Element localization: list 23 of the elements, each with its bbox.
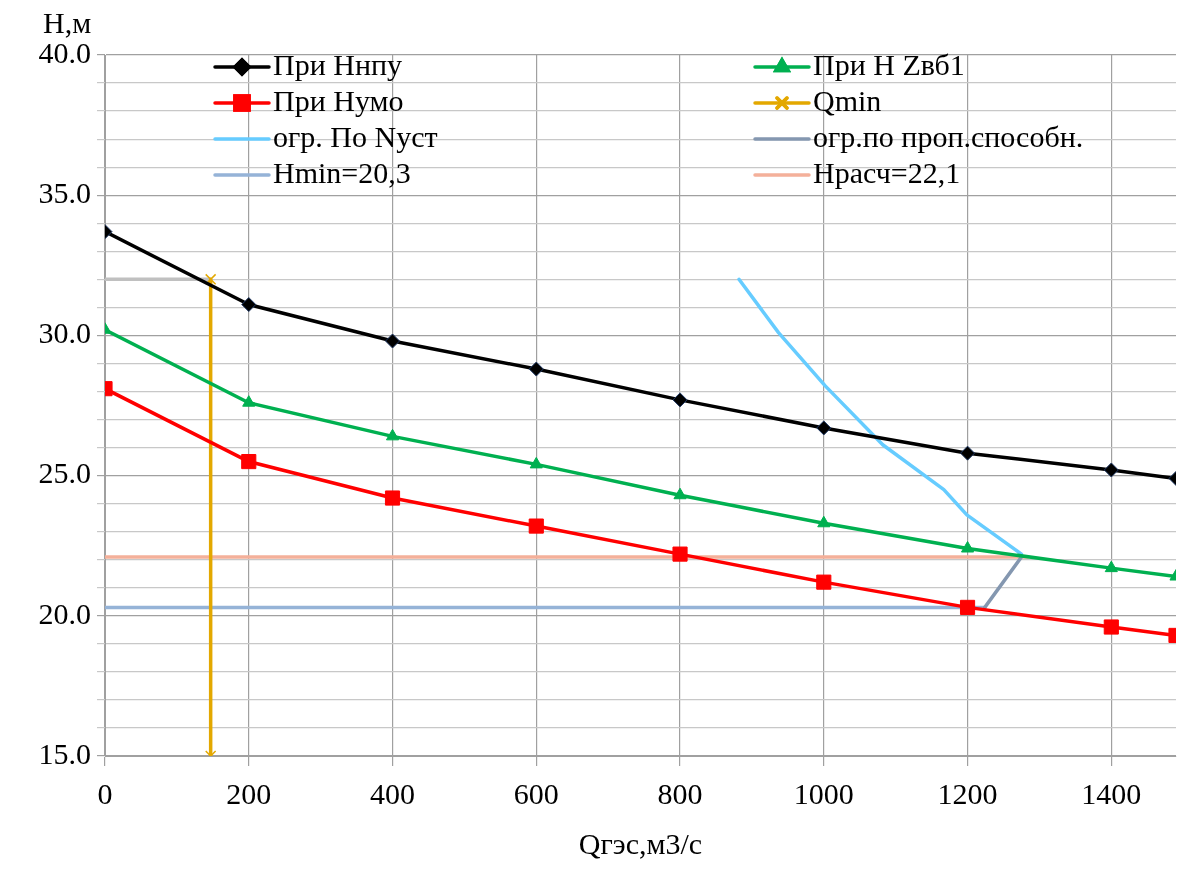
- y-tick-label: 30.0: [38, 316, 91, 350]
- x-tick-label: 200: [226, 776, 272, 810]
- legend-label: При Нумо: [273, 83, 404, 117]
- x-axis-title: Qгэс,м3/с: [578, 826, 703, 860]
- y-tick-label: 15.0: [38, 736, 91, 770]
- legend-label: При Ннпу: [273, 47, 402, 81]
- legend-label: огр. По Nуст: [273, 119, 438, 153]
- legend-label: Hmin=20,3: [273, 155, 411, 189]
- legend-label: Нрасч=22,1: [813, 155, 961, 189]
- x-tick-label: 1000: [793, 776, 854, 810]
- x-tick-label: 600: [513, 776, 559, 810]
- x-tick-label: 0: [97, 776, 113, 810]
- y-tick-label: 25.0: [38, 456, 91, 490]
- y-tick-label: 20.0: [38, 596, 91, 630]
- y-tick-label: 35.0: [38, 176, 91, 210]
- legend-label: огр.по проп.способн.: [813, 119, 1084, 153]
- x-tick-label: 800: [657, 776, 703, 810]
- x-tick-label: 400: [370, 776, 416, 810]
- x-tick-label: 1400: [1081, 776, 1142, 810]
- legend-label: При Н Zвб1: [813, 47, 965, 81]
- legend-label: Qmin: [813, 83, 882, 117]
- x-tick-label: 1200: [937, 776, 998, 810]
- y-axis-title: Н,м: [43, 5, 92, 39]
